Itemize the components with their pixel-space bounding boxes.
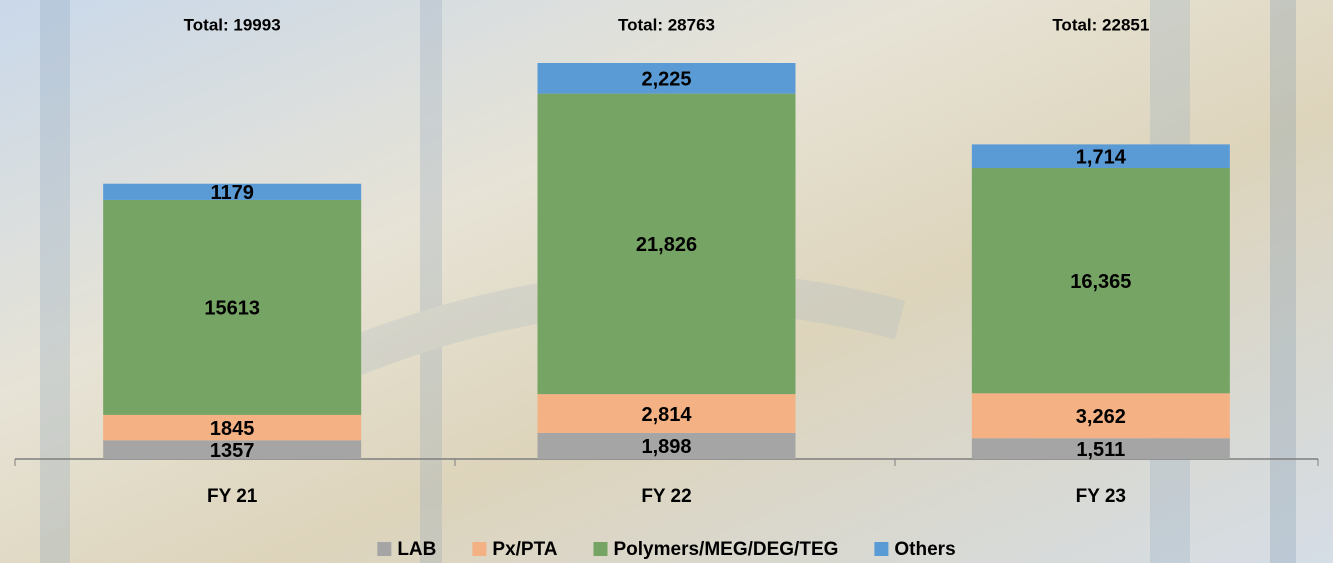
total-label: Total: 22851 <box>1052 15 1149 34</box>
page: 13571845 15613 1179 FY 21 Total: 19993 1,898 2… <box>0 0 1333 563</box>
legend-swatch <box>594 542 608 556</box>
legend-swatch <box>874 542 888 556</box>
data-label: 16,365 <box>1070 271 1131 293</box>
chart: 13571845 15613 1179 FY 21 Total: 19993 1,898 2… <box>0 0 1333 563</box>
data-label: 2,225 <box>641 69 691 91</box>
data-label: 1845 <box>210 418 255 440</box>
legend-swatch <box>377 542 391 556</box>
data-label: 1179 <box>210 182 253 204</box>
total-label: Total: 28763 <box>618 15 715 34</box>
total-label: Total: 19993 <box>184 15 281 34</box>
data-label: 1,714 <box>1076 146 1127 168</box>
data-label: 3,262 <box>1076 406 1126 428</box>
data-label: 1,511 <box>1076 439 1125 461</box>
legend-label: LAB <box>397 539 436 560</box>
x-tick-label: FY 22 <box>641 486 691 507</box>
data-label: 21,826 <box>636 234 697 256</box>
data-label: 1357 <box>210 440 255 462</box>
legend-label: Polymers/MEG/DEG/TEG <box>614 539 839 560</box>
legend-label: Others <box>894 539 955 560</box>
data-label: 2,814 <box>641 404 692 426</box>
legend-swatch <box>472 542 486 556</box>
data-label: 15613 <box>204 298 260 320</box>
x-tick-label: FY 21 <box>207 486 258 507</box>
x-tick-label: FY 23 <box>1076 486 1126 507</box>
legend-label: Px/PTA <box>492 539 557 560</box>
data-label: 1,898 <box>641 436 691 458</box>
